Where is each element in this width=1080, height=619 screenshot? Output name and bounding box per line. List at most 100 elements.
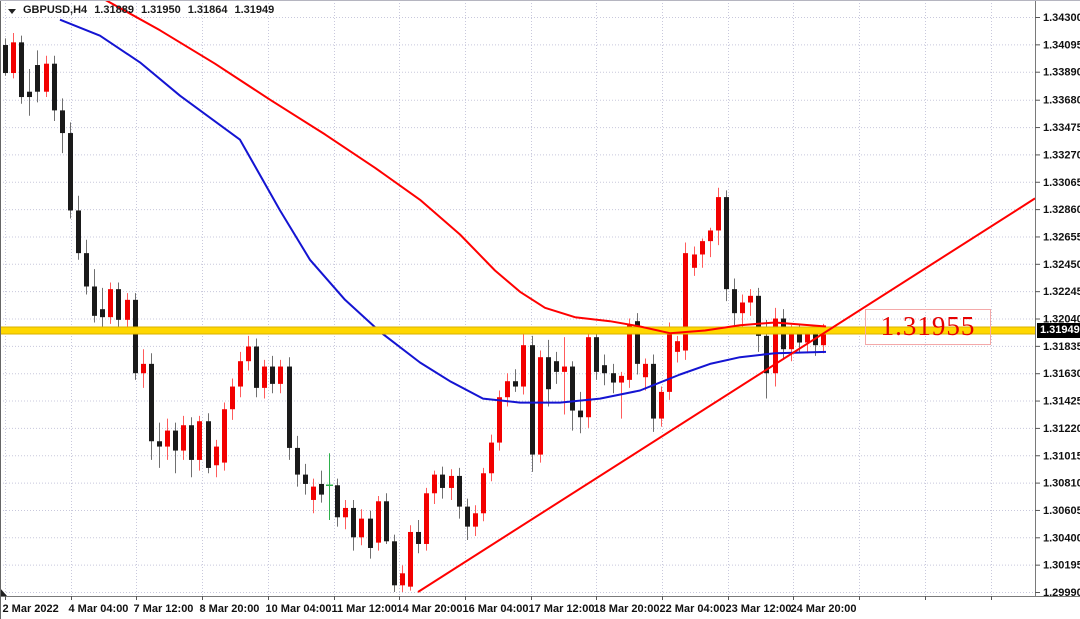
candle-body xyxy=(748,295,753,303)
candle-body xyxy=(238,361,243,387)
candle-body xyxy=(35,65,40,92)
candle-body xyxy=(165,430,170,447)
price-axis-label: 1.33680 xyxy=(1043,95,1080,107)
price-axis-label: 1.30605 xyxy=(1043,505,1080,517)
candle-body xyxy=(611,373,616,383)
price-axis-label: 1.31220 xyxy=(1043,423,1080,435)
price-axis-label: 1.31835 xyxy=(1043,341,1080,353)
time-axis-label: 10 Mar 04:00 xyxy=(266,603,332,615)
ohlc-low-value: 1.31864 xyxy=(187,4,228,16)
time-axis-label: 18 Mar 20:00 xyxy=(594,603,660,615)
time-axis-label: 4 Mar 04:00 xyxy=(69,603,129,615)
candle-body xyxy=(125,299,130,320)
candle-body xyxy=(635,321,640,364)
time-axis-label: 7 Mar 12:00 xyxy=(134,603,194,615)
candle-body xyxy=(602,365,607,374)
candle-body xyxy=(157,441,162,447)
candle-body xyxy=(554,361,559,372)
ascending-trendline[interactable] xyxy=(417,197,1036,593)
candle-body xyxy=(368,518,373,548)
time-axis-label: 23 Mar 12:00 xyxy=(726,603,792,615)
ohlc-high-value: 1.31950 xyxy=(140,4,181,16)
candle-body xyxy=(651,363,656,419)
candle-body xyxy=(773,318,778,374)
candle-body xyxy=(740,302,745,314)
candle-body xyxy=(230,386,235,410)
candle-body xyxy=(108,289,113,318)
candle-body xyxy=(76,210,81,254)
candle-body xyxy=(141,363,146,374)
price-axis-label: 1.31630 xyxy=(1043,368,1080,380)
candle-body xyxy=(538,357,543,455)
time-axis-label: 11 Mar 12:00 xyxy=(332,603,397,615)
candle-body xyxy=(432,474,437,494)
time-axis-label: 17 Mar 12:00 xyxy=(529,603,595,615)
candle-body xyxy=(546,357,551,390)
ohlc-close-value: 1.31949 xyxy=(234,4,275,16)
time-axis-label: 14 Mar 20:00 xyxy=(397,603,463,615)
time-axis-label: 16 Mar 04:00 xyxy=(463,603,529,615)
candle-body xyxy=(643,363,648,378)
candle-body xyxy=(440,474,445,488)
candle-body xyxy=(303,474,308,484)
candle-body xyxy=(424,493,429,544)
current-price-tag: 1.31949 xyxy=(1037,323,1080,338)
price-axis-label: 1.31015 xyxy=(1043,450,1080,462)
moving-average-fast-line[interactable] xyxy=(59,18,827,404)
candle-body xyxy=(19,42,24,98)
candle-body xyxy=(408,531,413,587)
price-axis-label: 1.33475 xyxy=(1043,122,1080,134)
candle-body xyxy=(254,346,259,388)
candle-body xyxy=(667,329,672,392)
time-axis-background xyxy=(0,596,1080,619)
candle-body xyxy=(376,501,381,543)
candle-body xyxy=(481,473,486,514)
candle-body xyxy=(619,375,624,383)
candle-body xyxy=(821,330,826,346)
price-annotation-label[interactable]: 1.31955 xyxy=(865,309,991,345)
candle-body xyxy=(627,325,632,380)
candle-body xyxy=(457,475,462,507)
candle-body xyxy=(351,507,356,538)
price-axis-label: 1.31425 xyxy=(1043,396,1080,408)
candle-body xyxy=(100,309,105,318)
price-axis-label: 1.34095 xyxy=(1043,39,1080,51)
scroll-corner-marker xyxy=(0,588,7,596)
moving-average-slow-line[interactable] xyxy=(104,0,827,335)
candle-body xyxy=(683,253,688,351)
candle-body xyxy=(513,381,518,387)
candle-body xyxy=(659,391,664,419)
chevron-down-icon xyxy=(8,8,16,14)
candle-body xyxy=(311,486,316,500)
candle-body xyxy=(287,366,292,448)
candle-body xyxy=(578,410,583,418)
candle-body xyxy=(756,295,761,336)
price-axis-label: 1.34300 xyxy=(1043,12,1080,24)
candle-body xyxy=(521,345,526,387)
candle-body xyxy=(270,366,275,384)
candle-body xyxy=(149,363,154,442)
candle-body xyxy=(262,366,267,388)
candle-body xyxy=(392,541,397,586)
price-axis-label: 1.32450 xyxy=(1043,259,1080,271)
candle-body xyxy=(489,442,494,474)
candle-body xyxy=(11,42,16,74)
candle-body xyxy=(497,397,502,443)
candle-body xyxy=(214,446,219,466)
candle-body xyxy=(562,366,567,372)
candle-body xyxy=(84,253,89,287)
candle-body xyxy=(181,425,186,451)
price-axis-background xyxy=(1036,0,1080,619)
candle-body xyxy=(530,345,535,455)
price-axis-label: 1.32860 xyxy=(1043,204,1080,216)
candle-body xyxy=(805,334,810,343)
candle-body xyxy=(319,483,324,495)
candle-body xyxy=(708,230,713,242)
price-axis-label: 1.29990 xyxy=(1043,587,1080,599)
candle-body xyxy=(732,289,737,314)
candle-body xyxy=(173,430,178,451)
candle-body xyxy=(343,507,348,518)
time-axis-label: 22 Mar 04:00 xyxy=(660,603,726,615)
